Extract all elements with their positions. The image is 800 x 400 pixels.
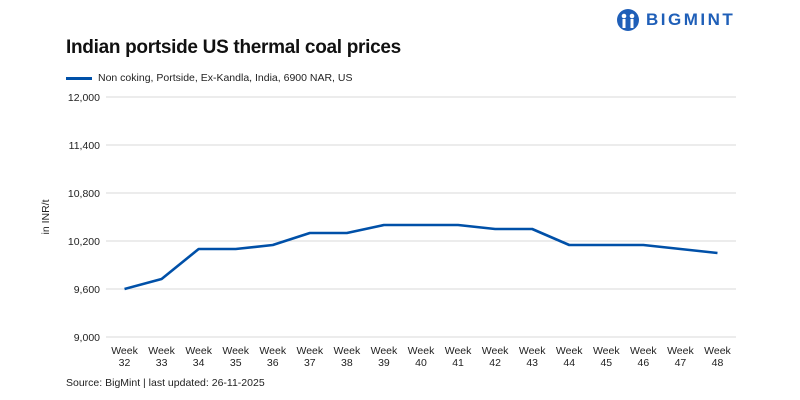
x-tick-label: Week 43 (519, 345, 546, 369)
source-note: Source: BigMint | last updated: 26-11-20… (66, 377, 265, 389)
bigmint-logo-icon (617, 9, 639, 31)
y-tick-label: 10,800 (68, 188, 100, 200)
x-tick-label: Week 41 (445, 345, 472, 369)
x-tick-label: Week 40 (408, 345, 435, 369)
x-tick-label: Week 47 (667, 345, 694, 369)
y-axis-label: in INR/t (40, 199, 52, 234)
x-tick-label: Week 42 (482, 345, 509, 369)
legend-swatch (66, 76, 92, 80)
bigmint-logo: BIGMINT (616, 8, 735, 32)
x-tick-label: Week 34 (185, 345, 212, 369)
y-tick-label: 10,200 (68, 236, 100, 248)
x-tick-label: Week 37 (296, 345, 323, 369)
legend-label: Non coking, Portside, Ex-Kandla, India, … (98, 72, 353, 84)
x-tick-label: Week 35 (222, 345, 249, 369)
x-tick-label: Week 46 (630, 345, 657, 369)
x-tick-label: Week 32 (111, 345, 138, 369)
x-tick-label: Week 39 (371, 345, 398, 369)
y-tick-label: 12,000 (68, 92, 100, 104)
x-tick-label: Week 45 (593, 345, 620, 369)
legend: Non coking, Portside, Ex-Kandla, India, … (66, 72, 352, 84)
bigmint-logo-text: BIGMINT (646, 10, 736, 29)
y-tick-label: 9,000 (74, 332, 100, 344)
chart-title: Indian portside US thermal coal prices (66, 37, 401, 58)
x-tick-label: Week 36 (259, 345, 286, 369)
y-tick-label: 9,600 (74, 284, 100, 296)
x-tick-label: Week 38 (334, 345, 361, 369)
x-tick-label: Week 48 (704, 345, 731, 369)
x-tick-label: Week 44 (556, 345, 583, 369)
series-line (124, 223, 718, 291)
x-tick-label: Week 33 (148, 345, 175, 369)
y-tick-label: 11,400 (69, 140, 100, 152)
